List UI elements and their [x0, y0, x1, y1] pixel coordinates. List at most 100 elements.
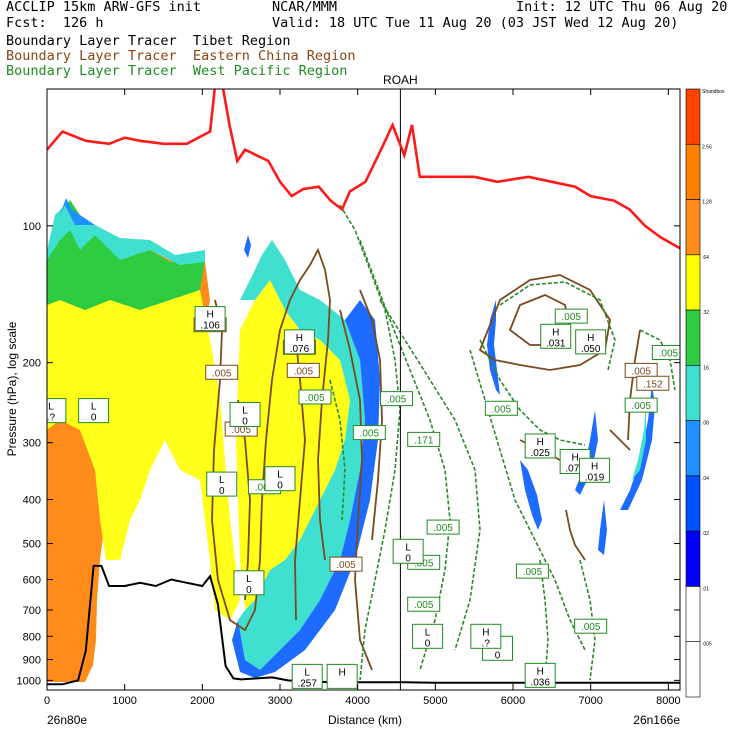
contour-label: .005 — [562, 312, 582, 323]
contour-label-box — [574, 618, 608, 634]
extremum-value: 0 — [495, 650, 501, 661]
tracer-wisp-3 — [575, 410, 598, 495]
wp-contour-10 — [329, 379, 346, 521]
colorbar-label: .64 — [702, 255, 709, 261]
y-tick-label: 500 — [23, 539, 41, 551]
wp-contour-7 — [539, 559, 549, 681]
colorbar-label: 2.56 — [702, 144, 712, 150]
tracer-band-cyan — [47, 205, 205, 265]
contour-label: .005 — [305, 393, 325, 404]
extremum-letter: H — [552, 327, 559, 338]
x-tick-label: 4000 — [345, 695, 369, 707]
contour-label-box — [352, 425, 386, 441]
extremum-label-box — [194, 306, 226, 332]
extremum-letter: L — [219, 475, 225, 486]
ec-contour-4 — [339, 309, 373, 671]
contour-label-box — [554, 308, 588, 324]
extremum-value: 0 — [219, 486, 225, 497]
extremum-label-box — [283, 329, 315, 355]
contour-label: .005 — [336, 560, 356, 571]
extremum-value: 0 — [405, 553, 411, 564]
extremum-value: .031 — [546, 338, 566, 349]
y-tick-label: 400 — [23, 494, 41, 506]
extremum-letter: L — [277, 470, 283, 481]
extremum-label-box — [264, 466, 296, 492]
y-tick-label: 300 — [23, 438, 41, 450]
y-tick-label: 200 — [23, 358, 41, 370]
contour-label: .005 — [212, 368, 232, 379]
extremum-label-box — [540, 323, 572, 349]
extremum-value: .106 — [200, 321, 220, 332]
colorbar-swatch — [685, 365, 701, 421]
contour-label: .005 — [433, 523, 453, 534]
extremum-value: 0 — [91, 413, 97, 424]
extremum-value: .019 — [585, 472, 605, 483]
y-tick-label: 600 — [23, 575, 41, 587]
tracer-wisp-5 — [632, 400, 646, 480]
roah-marker-label: ROAH — [383, 73, 418, 87]
contour-label-box — [205, 364, 239, 380]
extremum-letter: H — [591, 461, 598, 472]
model-title: ACCLIP 15km ARW-GFS init — [6, 0, 202, 15]
extremum-value: .? — [47, 413, 56, 424]
colorbar-swatch — [685, 143, 701, 200]
extremum-label-box — [392, 538, 424, 564]
valid-time: Valid: 18 UTC Tue 11 Aug 20 (03 JST Wed … — [272, 15, 679, 31]
extremum-letter: H — [572, 453, 579, 464]
contour-label: .005 — [387, 395, 407, 406]
contour-label-box — [407, 596, 441, 612]
contour-labels: .106 .005 .005 .005 .076 .005 .005 .005 .005 .171… — [47, 306, 680, 689]
contour-label: .005 — [294, 366, 314, 377]
extremum-letter: H — [296, 333, 303, 344]
extremum-label-box — [233, 570, 265, 596]
y-tick-label: 900 — [23, 655, 41, 667]
legend-tibet: Boundary Layer Tracer Tibet Region — [6, 33, 291, 49]
tracer-wisp-2 — [520, 460, 542, 530]
extremum-label-box — [47, 398, 67, 424]
contour-label: .005 — [231, 425, 251, 436]
extremum-letter: H — [537, 437, 544, 448]
wp-contour-3 — [379, 299, 481, 651]
contour-label: .005 — [360, 429, 380, 440]
colorbar: Shandbox 2.56 1.28 .64 .32 .16 .08 .04 .02 .01 .00… — [685, 88, 725, 698]
y-tick-label: 700 — [23, 605, 41, 617]
x-end-label: 26n166e — [633, 713, 680, 727]
extremum-label-box — [229, 401, 261, 427]
tracer-band-blue-central — [232, 300, 380, 678]
x-tick-label: 5000 — [423, 695, 447, 707]
contour-label-box — [515, 563, 549, 579]
contour-label-box — [426, 519, 460, 535]
colorbar-label: 1.28 — [702, 200, 712, 206]
x-start-label: 26n80e — [47, 713, 87, 727]
x-tick-label: 6000 — [501, 695, 525, 707]
extremum-letter: H — [206, 310, 213, 321]
tropopause-line — [47, 89, 680, 250]
x-axis: 0 1000 2000 3000 4000 5000 6000 7000 8000 — [44, 89, 681, 707]
colorbar-swatch — [685, 586, 701, 643]
colorbar-label: .08 — [702, 421, 709, 427]
contour-label-box — [624, 397, 658, 413]
extremum-label-box — [78, 398, 110, 424]
x-tick-label: 1000 — [112, 695, 136, 707]
x-tick-label: 0 — [44, 695, 50, 707]
extremum-value: .? — [482, 638, 491, 649]
extremum-label-box — [575, 329, 607, 355]
extremum-value: 0 — [246, 585, 252, 596]
colorbar-swatch — [685, 420, 701, 477]
tracer-wisp-4 — [620, 385, 655, 510]
extremum-label-box — [579, 457, 611, 483]
extremum-letter: L — [91, 402, 97, 413]
contour-label-box — [298, 389, 332, 405]
extremum-label-box — [470, 623, 502, 649]
contour-label: .005 — [659, 349, 679, 360]
extremum-value: .050 — [581, 344, 601, 355]
ec-contour-10 — [565, 509, 586, 561]
colorbar-swatch — [685, 254, 701, 311]
colorbar-swatch — [685, 530, 701, 587]
y-tick-label: 100 — [23, 221, 41, 233]
colorbar-swatch — [685, 88, 701, 145]
wp-contour-4 — [479, 339, 586, 446]
ec-contour-11 — [627, 329, 641, 441]
init-time: Init: 12 UTC Thu 06 Aug 20 — [516, 0, 728, 15]
colorbar-label: .04 — [702, 476, 709, 482]
